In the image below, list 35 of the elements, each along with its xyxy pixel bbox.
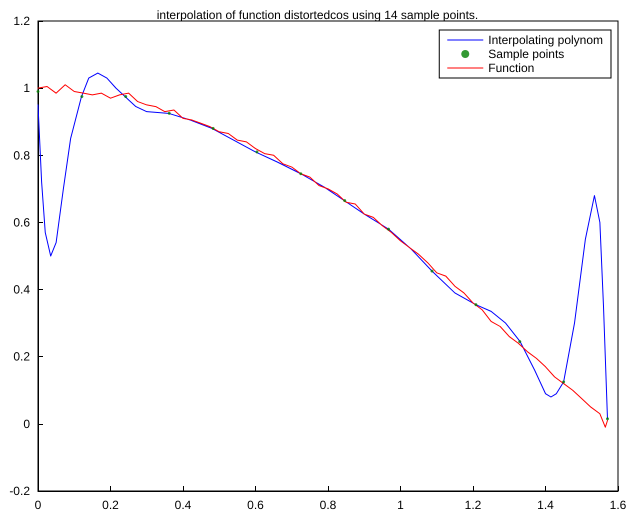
point (212, 126, 215, 130)
point (36, 90, 40, 93)
point (299, 172, 302, 176)
x-tick-label: 0.4 (174, 498, 192, 511)
y-tick-label: -0.2 (9, 484, 30, 498)
point (606, 417, 609, 420)
point (168, 112, 171, 115)
y-tick-label: 1 (23, 81, 30, 96)
point (343, 199, 346, 202)
x-tick-label: 0 (34, 498, 42, 511)
point (80, 95, 84, 98)
y-tick-label: 0.4 (13, 282, 30, 297)
point (518, 340, 522, 344)
legend-label: Sample points (488, 47, 564, 61)
point (255, 150, 258, 154)
x-tick-label: 0.2 (102, 498, 120, 511)
x-tick-label: 1 (397, 498, 404, 511)
legend-label: Function (488, 61, 534, 75)
x-tick-label: 1.4 (537, 498, 554, 511)
x-tick-label: 0.6 (247, 498, 264, 511)
y-tick-label: 0.8 (13, 148, 30, 162)
x-tick-label: 1.2 (464, 498, 482, 511)
point (474, 303, 478, 306)
legend-label: Interpolating polynom (488, 33, 604, 47)
x-tick-label: 1.6 (610, 498, 627, 511)
y-tick-label: 0 (23, 416, 30, 431)
point (387, 228, 390, 231)
point (124, 95, 128, 98)
y-tick-label: 0.6 (13, 215, 30, 230)
point (430, 270, 434, 273)
point (562, 380, 566, 384)
y-tick-label: 0.2 (13, 350, 30, 364)
chart-title: interpolation of function distortedcos using 14 sample points. (156, 8, 478, 22)
x-tick-label: 0.8 (320, 498, 337, 511)
y-tick-label: 1.2 (13, 14, 30, 28)
